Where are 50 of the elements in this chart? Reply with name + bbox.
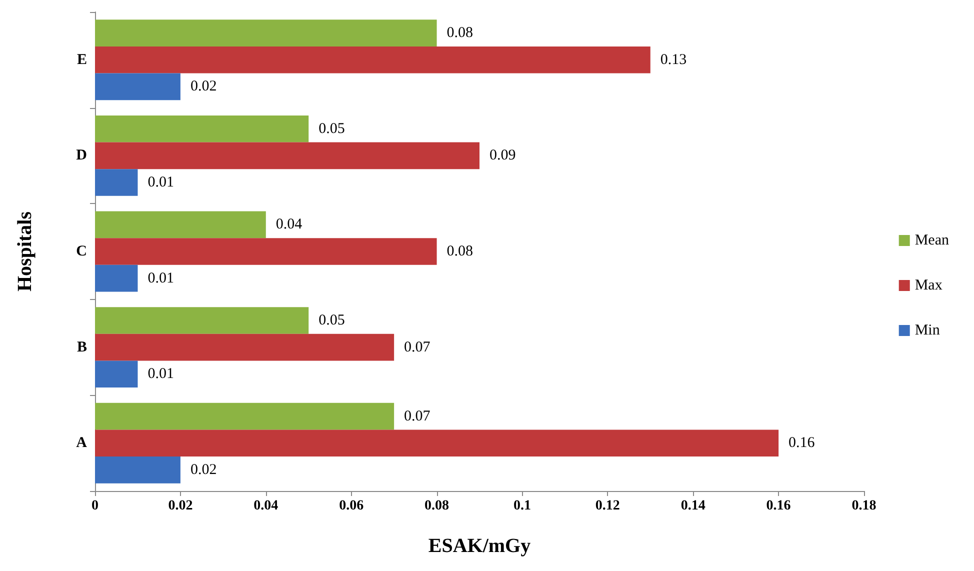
bar	[95, 307, 309, 334]
data-label: 0.02	[190, 78, 217, 95]
y-tick-label: B	[76, 339, 87, 356]
data-label: 0.16	[788, 435, 816, 452]
data-label: 0.05	[318, 120, 345, 137]
bar	[95, 169, 138, 196]
bar	[95, 115, 309, 142]
y-tick-label: C	[76, 244, 87, 260]
x-tick-label: 0.1	[513, 498, 531, 514]
y-tick-label: D	[76, 148, 88, 164]
x-tick-label: 0.08	[424, 498, 450, 514]
data-label: 0.09	[490, 148, 516, 164]
y-tick-label: A	[76, 435, 88, 452]
legend-label: Max	[914, 278, 943, 294]
data-label: 0.04	[276, 216, 303, 233]
x-tick-label: 0.12	[595, 498, 620, 514]
bar	[95, 264, 138, 292]
bar	[95, 46, 650, 74]
bar	[95, 402, 394, 430]
bar	[95, 20, 437, 46]
data-label: 0.01	[148, 366, 174, 382]
bar	[95, 238, 437, 265]
data-label: 0.08	[446, 25, 474, 42]
data-label: 0.07	[404, 339, 431, 356]
x-tick-label: 0.06	[339, 498, 364, 514]
x-tick-label: 0	[92, 498, 98, 514]
x-tick-label: 0.16	[766, 498, 791, 514]
data-label: 0.07	[404, 408, 431, 424]
x-tick-label: 0.04	[254, 498, 278, 514]
bar	[95, 142, 480, 170]
bar	[95, 73, 180, 100]
data-label: 0.02	[190, 462, 217, 478]
y-tick-label: E	[76, 52, 87, 68]
bar	[95, 360, 138, 388]
x-tick-label: 0.18	[852, 498, 876, 514]
data-label: 0.01	[148, 174, 174, 191]
bar	[95, 334, 394, 361]
y-axis-title: Hospitals	[14, 211, 36, 292]
bar	[95, 430, 779, 457]
data-label: 0.05	[318, 312, 345, 328]
x-tick-label: 0.14	[680, 498, 706, 514]
legend-label: Mean	[914, 232, 950, 248]
data-label: 0.13	[660, 52, 687, 68]
x-tick-label: 0.02	[168, 498, 193, 514]
bar	[95, 456, 180, 484]
x-axis-title: ESAK/mGy	[428, 535, 531, 557]
data-label: 0.01	[148, 270, 174, 286]
data-label: 0.08	[446, 244, 474, 260]
bar	[95, 211, 266, 238]
legend-label: Min	[914, 322, 940, 338]
